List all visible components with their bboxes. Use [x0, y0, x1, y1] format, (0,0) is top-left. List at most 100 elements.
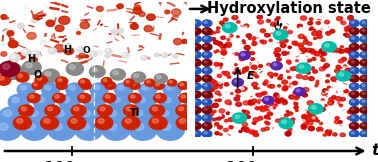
- Circle shape: [243, 88, 246, 89]
- Circle shape: [181, 95, 186, 98]
- Circle shape: [333, 133, 337, 135]
- Circle shape: [172, 9, 181, 16]
- Circle shape: [343, 88, 345, 89]
- Circle shape: [268, 45, 270, 46]
- Circle shape: [257, 15, 262, 19]
- Circle shape: [310, 27, 313, 29]
- Circle shape: [192, 130, 201, 137]
- Circle shape: [161, 110, 169, 116]
- Circle shape: [30, 57, 37, 62]
- Circle shape: [265, 115, 270, 119]
- Circle shape: [33, 15, 39, 19]
- Circle shape: [32, 82, 43, 89]
- Circle shape: [113, 97, 120, 103]
- Circle shape: [319, 49, 325, 53]
- Circle shape: [362, 108, 365, 110]
- Circle shape: [338, 102, 342, 104]
- Circle shape: [96, 6, 103, 11]
- Circle shape: [215, 132, 219, 135]
- Circle shape: [263, 26, 265, 27]
- Circle shape: [303, 40, 308, 44]
- Circle shape: [123, 53, 125, 55]
- Circle shape: [245, 67, 249, 69]
- Circle shape: [74, 107, 79, 111]
- Circle shape: [162, 53, 168, 57]
- Circle shape: [352, 53, 355, 55]
- Circle shape: [316, 82, 319, 85]
- Circle shape: [258, 116, 263, 120]
- Circle shape: [131, 72, 146, 82]
- Circle shape: [56, 110, 64, 116]
- Circle shape: [279, 77, 283, 79]
- Circle shape: [347, 26, 352, 29]
- Circle shape: [152, 119, 158, 123]
- Circle shape: [345, 29, 349, 32]
- Circle shape: [192, 44, 201, 50]
- Circle shape: [153, 93, 166, 103]
- Circle shape: [8, 40, 18, 48]
- Circle shape: [279, 115, 282, 117]
- Circle shape: [222, 106, 225, 108]
- Circle shape: [294, 106, 298, 109]
- Circle shape: [236, 123, 239, 125]
- Circle shape: [332, 49, 335, 52]
- Circle shape: [293, 91, 297, 94]
- Circle shape: [262, 92, 267, 95]
- Circle shape: [239, 68, 241, 69]
- Circle shape: [192, 99, 201, 106]
- Circle shape: [194, 21, 197, 23]
- Circle shape: [244, 45, 250, 50]
- Circle shape: [336, 17, 342, 21]
- Circle shape: [360, 44, 370, 50]
- Circle shape: [0, 75, 11, 85]
- Circle shape: [192, 75, 201, 82]
- Circle shape: [362, 45, 365, 47]
- Circle shape: [218, 126, 222, 129]
- Circle shape: [256, 86, 259, 89]
- Circle shape: [27, 93, 40, 103]
- Circle shape: [232, 15, 238, 20]
- Circle shape: [287, 52, 290, 54]
- Circle shape: [258, 86, 260, 87]
- Circle shape: [362, 84, 365, 87]
- Circle shape: [316, 22, 320, 24]
- Circle shape: [266, 122, 270, 125]
- Circle shape: [219, 115, 222, 116]
- Circle shape: [293, 81, 297, 85]
- Circle shape: [218, 99, 221, 101]
- Circle shape: [278, 77, 282, 80]
- Circle shape: [129, 119, 157, 140]
- Circle shape: [194, 108, 197, 110]
- Circle shape: [134, 74, 139, 77]
- Circle shape: [289, 95, 295, 99]
- Circle shape: [182, 39, 187, 43]
- Circle shape: [337, 113, 339, 115]
- Circle shape: [204, 37, 207, 39]
- Circle shape: [147, 80, 150, 83]
- Circle shape: [292, 74, 294, 75]
- Text: 100 ps: 100 ps: [44, 161, 99, 162]
- Circle shape: [202, 122, 212, 129]
- Circle shape: [362, 76, 365, 79]
- Circle shape: [362, 92, 365, 94]
- Circle shape: [239, 130, 242, 133]
- Circle shape: [235, 53, 239, 55]
- Circle shape: [286, 133, 291, 136]
- Circle shape: [360, 36, 370, 42]
- Circle shape: [296, 74, 302, 78]
- Circle shape: [254, 133, 259, 137]
- Circle shape: [248, 101, 254, 105]
- Circle shape: [327, 86, 331, 89]
- Circle shape: [265, 127, 269, 130]
- Circle shape: [310, 50, 316, 54]
- Circle shape: [185, 94, 206, 110]
- Circle shape: [349, 75, 359, 82]
- Circle shape: [345, 68, 350, 72]
- Circle shape: [246, 130, 249, 133]
- Circle shape: [268, 118, 270, 119]
- Circle shape: [339, 49, 344, 53]
- Circle shape: [96, 50, 103, 55]
- Circle shape: [131, 83, 135, 86]
- Circle shape: [283, 40, 288, 43]
- Circle shape: [202, 36, 212, 42]
